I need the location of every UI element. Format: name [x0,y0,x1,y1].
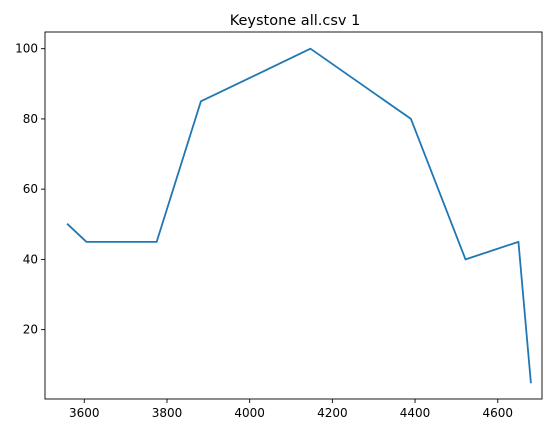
x-axis-ticks: 3600 3800 4000 4200 4400 4600 [69,399,513,420]
x-tick-label: 4400 [400,406,431,420]
y-axis-ticks: 20 40 60 80 100 [15,42,45,337]
x-tick-label: 3600 [69,406,100,420]
y-tick-label: 80 [23,112,38,126]
x-tick-label: 4000 [234,406,265,420]
chart-title: Keystone all.csv 1 [230,13,361,29]
series-layer [66,47,532,384]
y-tick-label: 100 [15,42,38,56]
y-tick-label: 40 [23,252,38,266]
y-tick-label: 20 [23,323,38,337]
x-tick-label: 4200 [317,406,348,420]
x-tick-label: 4600 [482,406,513,420]
x-tick-label: 3800 [152,406,183,420]
plot-frame [44,31,543,400]
series-line [66,47,532,384]
y-tick-label: 60 [23,182,38,196]
